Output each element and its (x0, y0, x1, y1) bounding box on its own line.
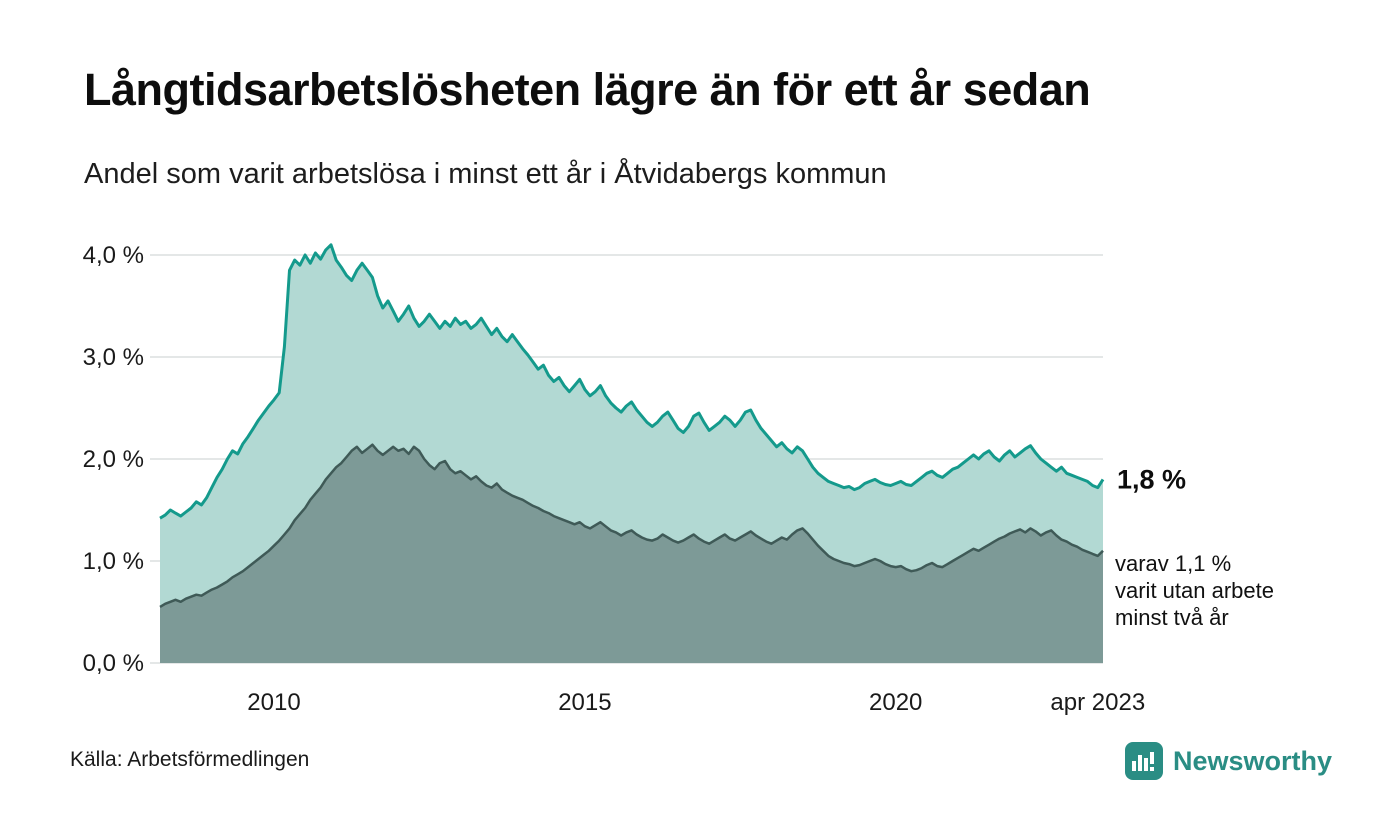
line-minst-tva-ar (159, 443, 1104, 608)
y-tick-label: 4,0 % (83, 242, 144, 269)
chart-subtitle: Andel som varit arbetslösa i minst ett å… (84, 158, 887, 190)
newsworthy-logo-text: Newsworthy (1172, 745, 1332, 776)
end-value-label: 1,8 % (1117, 464, 1186, 494)
y-tick-label: 0,0 % (83, 650, 144, 677)
line-minst-ett-ar (159, 243, 1105, 520)
sub-note-line: minst två år (1115, 605, 1229, 630)
y-axis-labels: 0,0 % 1,0 % 2,0 % 3,0 % 4,0 % (83, 242, 144, 677)
x-tick-label: apr 2023 (1050, 689, 1145, 716)
sub-note-line: varav 1,1 % (1115, 551, 1231, 576)
x-tick-label: 2015 (558, 689, 611, 716)
x-tick-label: 2010 (247, 689, 300, 716)
area-minst-tva-ar (160, 444, 1103, 663)
unemployment-area-chart: 0,0 % 1,0 % 2,0 % 3,0 % 4,0 % 2010 2015 2020 ap… (83, 242, 1274, 716)
chart-area: 0,0 % 1,0 % 2,0 % 3,0 % 4,0 % 2010 2015 2020 ap… (0, 228, 1400, 740)
newsworthy-logo-icon (1124, 742, 1163, 780)
newsworthy-logo: Newsworthy (1124, 742, 1332, 780)
page-title: Långtidsarbetslösheten lägre än för ett … (84, 64, 1091, 115)
sub-note-line: varit utan arbete (1115, 578, 1274, 603)
y-tick-label: 3,0 % (83, 344, 144, 371)
x-axis-labels: 2010 2015 2020 apr 2023 (247, 689, 1145, 716)
x-tick-label: 2020 (869, 689, 922, 716)
y-tick-label: 1,0 % (83, 548, 144, 575)
chart-series (159, 243, 1105, 664)
y-tick-label: 2,0 % (83, 446, 144, 473)
source-text: Källa: Arbetsförmedlingen (70, 748, 310, 771)
